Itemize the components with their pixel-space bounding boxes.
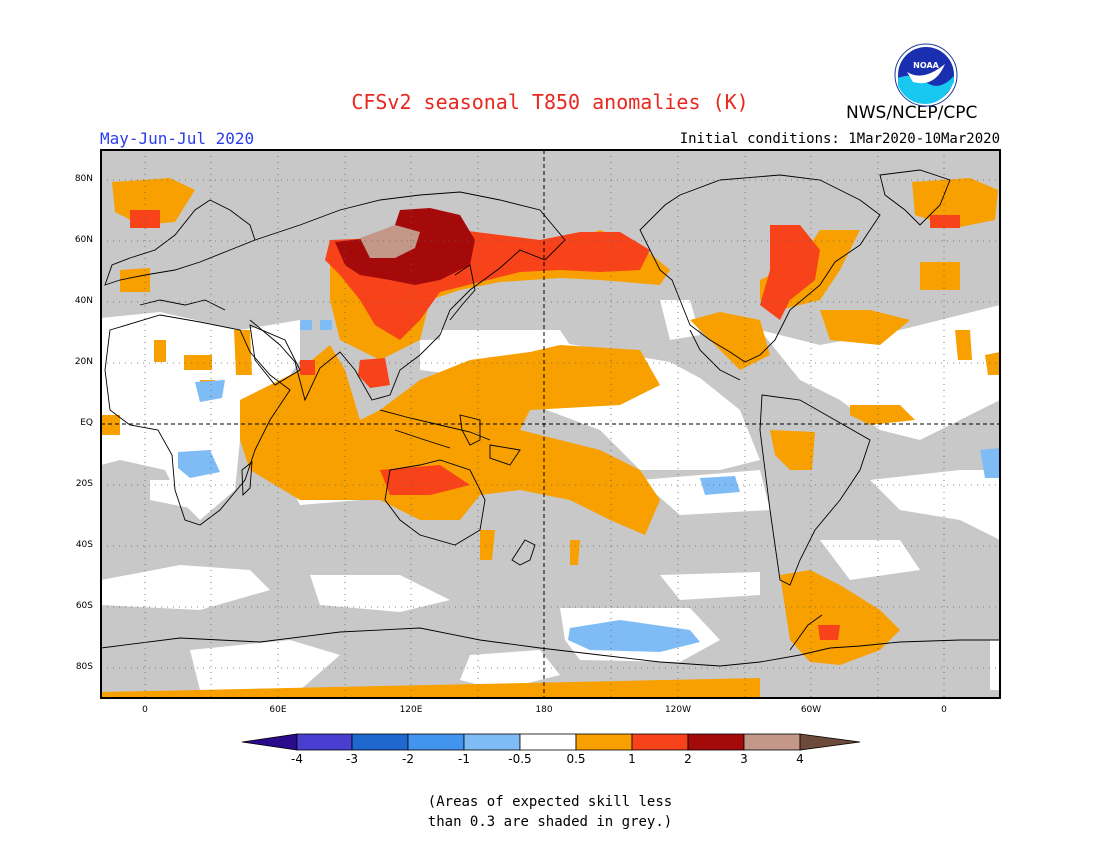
colorbar-bin xyxy=(687,733,745,751)
colorbar-label: 1 xyxy=(628,752,636,766)
skill-note: (Areas of expected skill less than 0.3 a… xyxy=(0,792,1100,832)
coastlines xyxy=(101,169,1000,667)
lat-label-80s: 80S xyxy=(75,662,93,672)
lon-label-60e: 60E xyxy=(269,705,287,715)
colorbar-label: -2 xyxy=(402,752,414,766)
noaa-logo: NOAA xyxy=(894,43,958,107)
lat-label-80n: 80N xyxy=(74,174,93,184)
lon-label-0: 0 xyxy=(142,705,148,715)
lat-label-40n: 40N xyxy=(74,296,93,306)
colorbar xyxy=(241,733,861,751)
skill-note-line-2: than 0.3 are shaded in grey.) xyxy=(427,814,673,830)
lon-label-60w: 60W xyxy=(800,705,822,715)
lon-label-120w: 120W xyxy=(664,705,692,715)
lat-label-20s: 20S xyxy=(75,479,93,489)
colorbar-bin xyxy=(519,733,577,751)
map-frame xyxy=(100,149,1001,699)
initial-conditions: Initial conditions: 1Mar2020-10Mar2020 xyxy=(679,131,1000,147)
colorbar-bin xyxy=(631,733,689,751)
colorbar-label: 3 xyxy=(740,752,748,766)
colorbar-label: -0.5 xyxy=(508,752,532,766)
white-regions xyxy=(101,300,1000,690)
anomaly-shading xyxy=(101,178,1000,698)
lightblue-regions xyxy=(178,320,1000,652)
colorbar-bin xyxy=(799,733,861,751)
lat-label-40s: 40S xyxy=(75,540,93,550)
colorbar-label: 4 xyxy=(796,752,804,766)
chart-title: CFSv2 seasonal T850 anomalies (K) xyxy=(351,90,749,114)
agency-label: NWS/NCEP/CPC xyxy=(846,103,978,123)
lat-label-20n: 20N xyxy=(74,357,93,367)
skill-note-line-1: (Areas of expected skill less xyxy=(427,794,673,810)
colorbar-label: -1 xyxy=(458,752,470,766)
colorbar-bin xyxy=(241,733,298,751)
brown-regions xyxy=(360,225,420,258)
colorbar-label: -4 xyxy=(291,752,303,766)
colorbar-bin xyxy=(296,733,353,751)
lat-label-60n: 60N xyxy=(74,235,93,245)
colorbar-bin xyxy=(407,733,465,751)
lon-label-0-east: 0 xyxy=(941,705,947,715)
colorbar-label: -3 xyxy=(346,752,358,766)
lat-lon-grid xyxy=(101,150,1000,698)
lat-label-60s: 60S xyxy=(75,601,93,611)
forecast-period: May-Jun-Jul 2020 xyxy=(100,129,255,148)
colorbar-bin xyxy=(351,733,409,751)
colorbar-bin xyxy=(743,733,801,751)
colorbar-bin xyxy=(575,733,633,751)
lon-label-120e: 120E xyxy=(399,705,423,715)
noaa-logo-text: NOAA xyxy=(913,61,939,70)
colorbar-bin xyxy=(463,733,521,751)
lat-label-eq: EQ xyxy=(80,418,93,428)
colorbar-label: 2 xyxy=(684,752,692,766)
colorbar-label: 0.5 xyxy=(566,752,586,766)
lon-label-180: 180 xyxy=(535,705,553,715)
